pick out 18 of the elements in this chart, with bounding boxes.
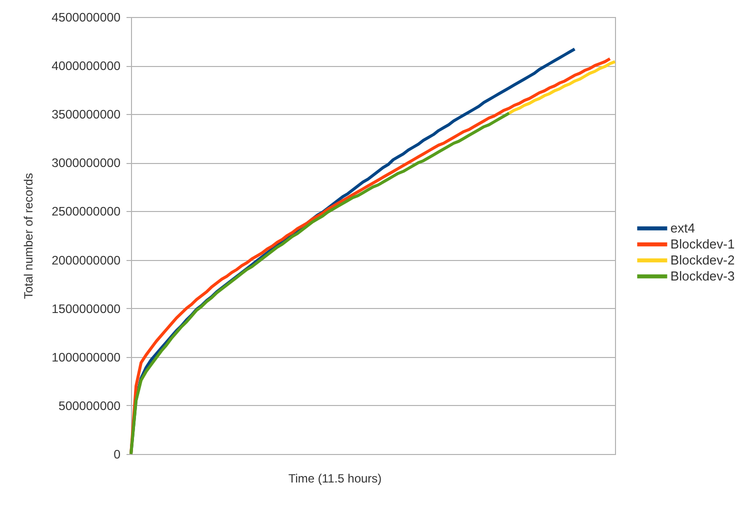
y-tick-label: 1500000000	[52, 302, 121, 316]
y-tick-label: 2000000000	[52, 253, 121, 268]
y-tick-label: 1000000000	[52, 350, 121, 364]
y-tick-label: 3500000000	[52, 108, 121, 122]
line-series	[508, 60, 616, 115]
legend-label: Blockdev-3	[670, 268, 735, 284]
legend-label: Blockdev-2	[670, 252, 735, 268]
y-axis-title: Total number of records	[22, 172, 36, 300]
y-tick-label: 4500000000	[52, 10, 121, 24]
line-series	[130, 112, 511, 456]
y-tick-label: 0	[114, 448, 121, 462]
legend-label: Blockdev-1	[670, 236, 735, 252]
y-tick-label: 500000000	[58, 398, 121, 413]
y-tick-label: 2500000000	[52, 204, 121, 219]
x-axis-title: Time (11.5 hours)	[288, 472, 382, 486]
y-tick-label: 4000000000	[52, 59, 121, 74]
legend-label: ext4	[670, 220, 695, 236]
y-tick-label: 3000000000	[52, 156, 121, 170]
